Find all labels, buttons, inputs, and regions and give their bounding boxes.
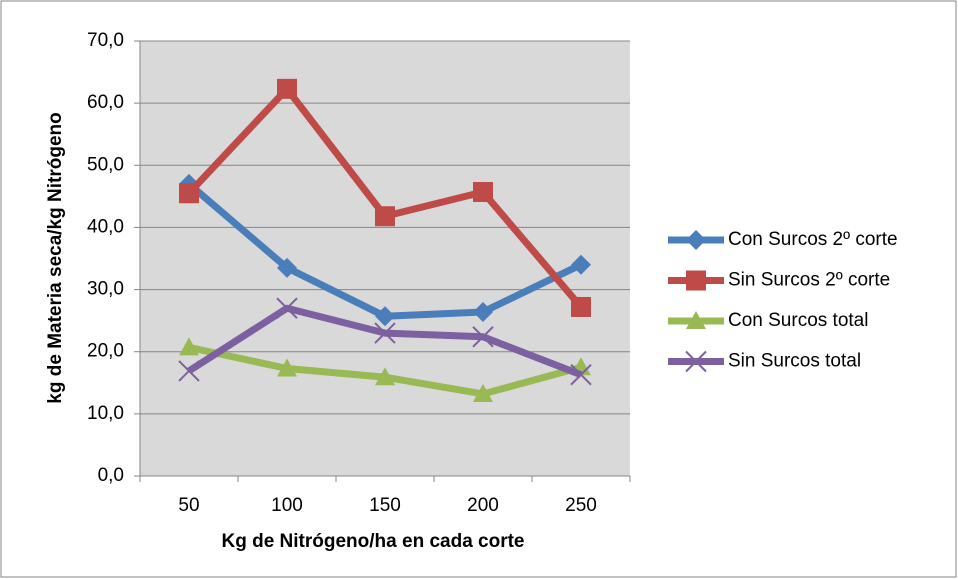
- y-tick-label: 10,0: [87, 403, 124, 424]
- x-tick-label: 150: [369, 495, 401, 516]
- x-tick-label: 200: [467, 495, 499, 516]
- x-tick-label: 100: [271, 495, 303, 516]
- legend-marker: [686, 311, 706, 329]
- data-point: [473, 182, 493, 203]
- data-point: [472, 326, 494, 348]
- y-tick-label: 20,0: [87, 341, 124, 362]
- data-point: [179, 183, 199, 204]
- data-point: [473, 383, 493, 402]
- y-tick-label: 30,0: [87, 279, 124, 300]
- legend-marker: [685, 350, 707, 373]
- legend-marker: [686, 230, 706, 250]
- data-point: [277, 78, 297, 99]
- y-tick-label: 0,0: [98, 465, 124, 486]
- data-point: [473, 301, 493, 322]
- data-point: [374, 322, 396, 344]
- x-tick-label: 250: [565, 495, 597, 516]
- data-point: [571, 254, 591, 275]
- legend-marker: [686, 270, 706, 291]
- data-point: [277, 358, 297, 377]
- data-point: [571, 296, 591, 317]
- data-point: [276, 297, 298, 319]
- data-point: [277, 257, 297, 278]
- legend-label: Con Surcos total: [728, 310, 868, 331]
- legend-label: Sin Surcos 2º corte: [728, 270, 890, 291]
- y-tick-label: 50,0: [87, 154, 124, 175]
- data-point: [570, 363, 592, 386]
- y-tick-label: 70,0: [87, 30, 124, 51]
- y-axis-title: kg de Materia seca/kg Nitrógeno: [45, 112, 66, 403]
- data-point: [179, 337, 199, 356]
- plot-area: [140, 41, 630, 476]
- y-tick-label: 60,0: [87, 92, 124, 113]
- x-tick-label: 50: [178, 495, 199, 516]
- data-point: [375, 367, 395, 386]
- data-point: [178, 360, 200, 382]
- y-tick-label: 40,0: [87, 216, 124, 237]
- x-axis-title: Kg de Nitrógeno/ha en cada corte: [222, 531, 525, 552]
- legend-label: Con Surcos 2º corte: [728, 229, 898, 250]
- data-point: [375, 306, 395, 327]
- data-point: [375, 206, 395, 227]
- legend-label: Sin Surcos total: [728, 351, 861, 372]
